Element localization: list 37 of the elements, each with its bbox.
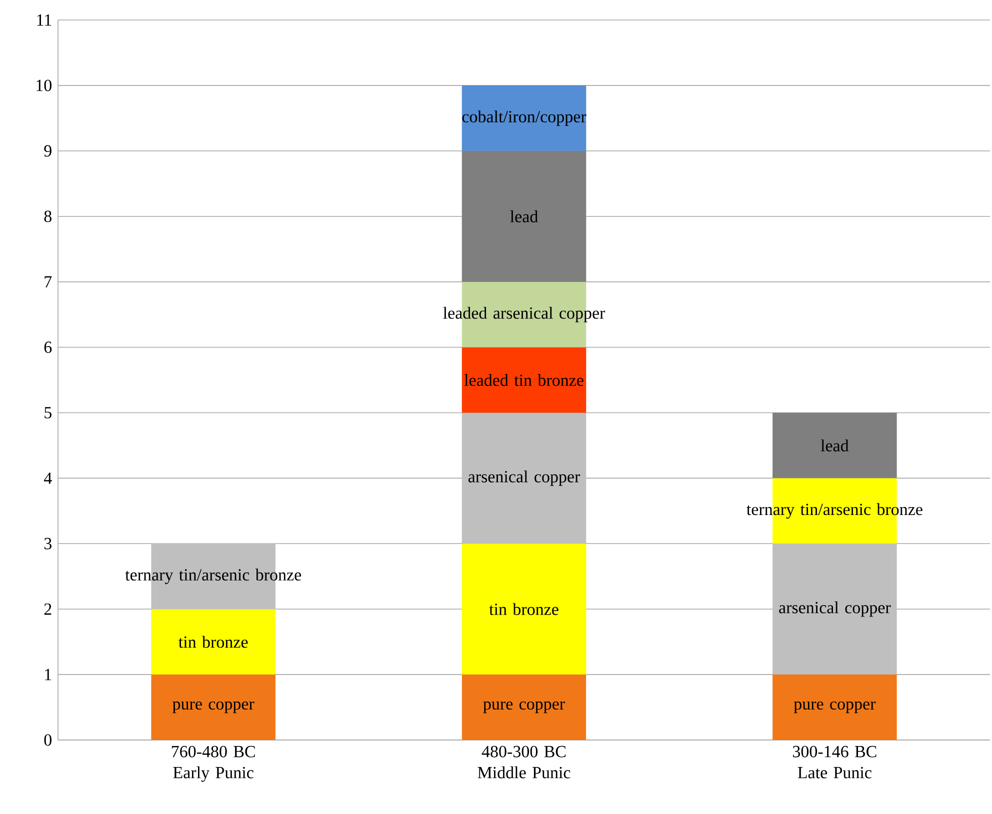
series-label: leaded arsenical copper (443, 306, 606, 322)
text: arsenical copper (468, 470, 580, 486)
bar (462, 150, 586, 282)
y-tick-label: 6 (44, 342, 52, 353)
series-label: arsenical copper (779, 601, 891, 617)
y-tick-label: 0 (44, 734, 52, 746)
text: pure copper (483, 701, 565, 714)
y-tick-label: 11 (37, 14, 52, 26)
text: tin bronze (489, 603, 558, 616)
y-tick-label: 1 (45, 668, 52, 680)
x-tick-label: 480-300 BC Middle Punic (478, 746, 570, 778)
y-tick-label: 9 (44, 145, 52, 157)
y-tick-label: 7 (44, 276, 52, 288)
bar (772, 412, 897, 478)
bar (772, 674, 897, 740)
bar (462, 347, 586, 413)
text: pure copper (172, 701, 254, 714)
series-label: lead (820, 439, 849, 452)
y-tick-label: 8 (44, 210, 52, 222)
y-tick-label: 5 (44, 407, 52, 418)
x-tick-label: 300-146 BC Late Punic (792, 746, 876, 778)
y-tick-label: 4 (44, 472, 52, 484)
bar (772, 544, 897, 675)
series-label: leaded tin bronze (464, 374, 584, 386)
bar (462, 674, 586, 740)
y-tick-label: 3 (44, 538, 52, 550)
bar (462, 544, 586, 675)
bar (151, 674, 276, 740)
bar (151, 609, 276, 675)
series-label: pure copper (794, 701, 876, 714)
y-tick-label: 2 (44, 603, 52, 615)
text: lead (510, 210, 538, 222)
bar (462, 412, 586, 544)
series-label: tin bronze (178, 636, 248, 648)
x-tick-label: 760-480 BC Early Punic (172, 746, 255, 782)
y-tick-label: 10 (36, 80, 52, 92)
series-label: ternary tin/arsenic bronze (125, 568, 302, 584)
